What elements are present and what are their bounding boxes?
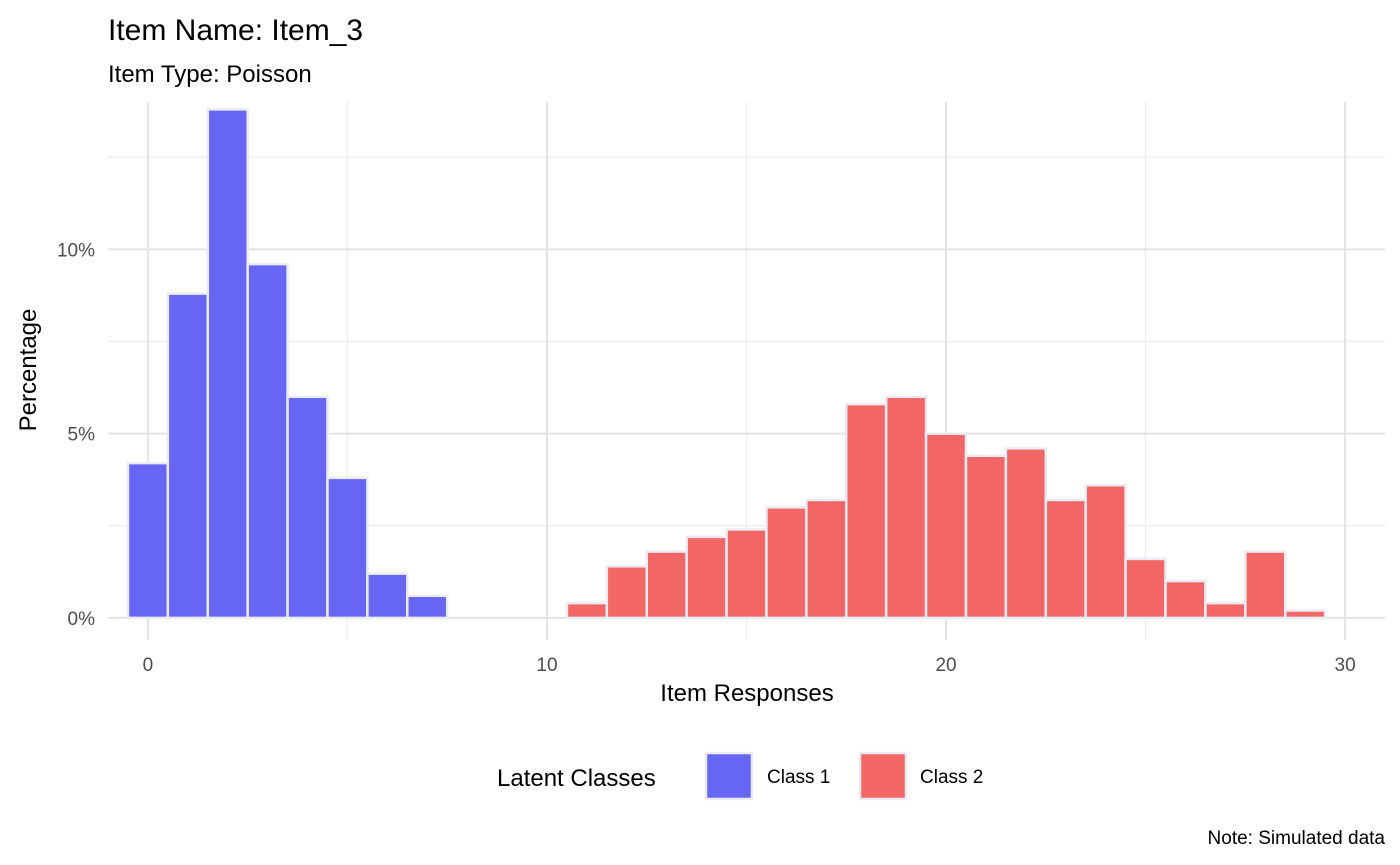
bar-class-2	[924, 432, 968, 620]
bar-class-2	[1283, 609, 1327, 620]
bar-class-1	[326, 476, 369, 620]
bars	[126, 108, 1327, 620]
bar-class-2	[1084, 483, 1127, 620]
bar-class-2	[765, 506, 808, 620]
bar-class-1	[286, 395, 329, 620]
legend-key-class-1	[704, 751, 754, 801]
legend-label-class-2: Class 2	[920, 767, 983, 788]
x-tick-label: 10	[536, 655, 557, 676]
bar-class-1	[126, 461, 170, 620]
x-axis-title: Item Responses	[660, 680, 833, 707]
bar-class-2	[1164, 579, 1207, 620]
x-axis-ticks: 0 10 20 30	[143, 655, 1356, 676]
bar-class-1	[366, 572, 409, 620]
bar-class-2	[1124, 557, 1167, 620]
y-tick-label: 5%	[68, 425, 96, 446]
bar-class-2	[1044, 498, 1087, 620]
bar-class-2	[1244, 550, 1287, 620]
legend: Latent Classes Class 1 Class 2	[497, 751, 983, 801]
bar-class-2	[685, 535, 728, 620]
bar-class-2	[805, 498, 848, 620]
x-tick-label: 30	[1335, 655, 1356, 676]
caption: Note: Simulated data	[1208, 828, 1386, 849]
y-axis-title: Percentage	[15, 309, 42, 432]
bar-class-1	[166, 292, 210, 620]
bar-class-2	[1004, 447, 1048, 620]
bar-class-2	[645, 550, 688, 620]
x-tick-label: 0	[143, 655, 154, 676]
y-tick-label: 0%	[68, 609, 96, 630]
bar-class-2	[1204, 601, 1247, 620]
chart-title: Item Name: Item_3	[108, 14, 363, 47]
y-axis-ticks: 0% 5% 10%	[57, 240, 95, 629]
bar-class-1	[246, 262, 289, 620]
legend-title: Latent Classes	[497, 765, 656, 792]
bar-class-2	[884, 395, 928, 620]
legend-key-class-2	[858, 751, 908, 801]
y-tick-label: 10%	[57, 240, 95, 261]
bar-class-2	[964, 454, 1008, 620]
bar-class-1	[406, 594, 449, 620]
chart-subtitle: Item Type: Poisson	[108, 61, 312, 88]
bar-class-2	[725, 528, 768, 620]
bar-class-2	[565, 601, 609, 620]
bar-class-2	[605, 565, 648, 620]
bar-class-1	[206, 108, 249, 620]
bar-class-2	[845, 402, 888, 620]
legend-label-class-1: Class 1	[767, 767, 830, 788]
x-tick-label: 20	[935, 655, 956, 676]
